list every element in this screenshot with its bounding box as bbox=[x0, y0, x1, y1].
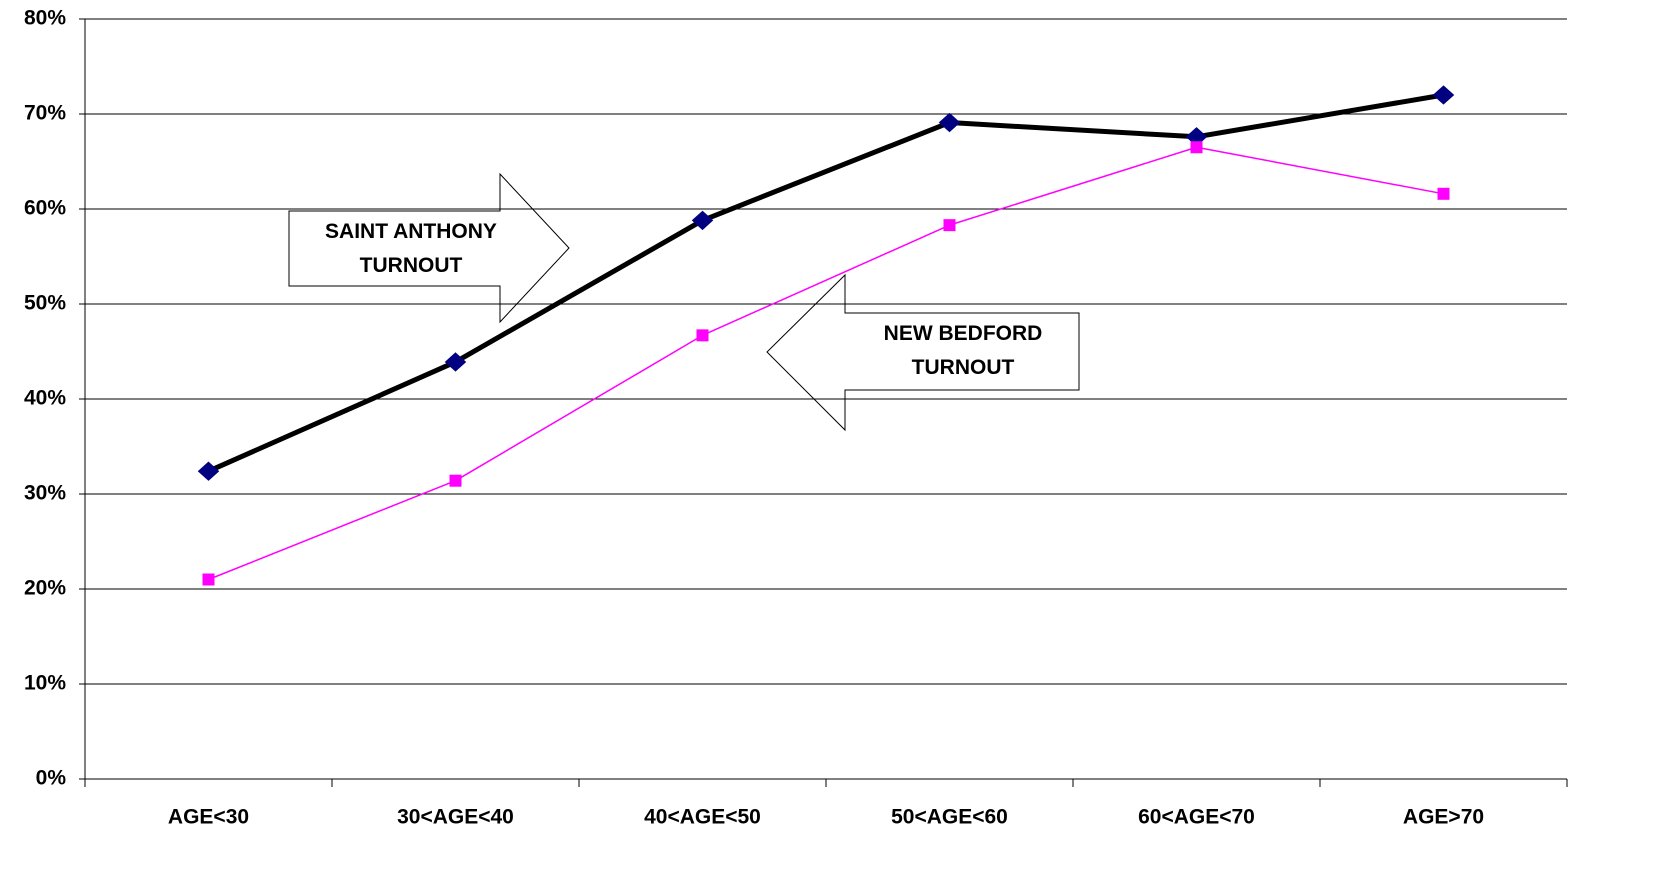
y-tick-label: 0% bbox=[36, 767, 67, 790]
y-tick-label: 70% bbox=[24, 102, 66, 125]
series-line bbox=[208, 146, 1444, 581]
marker bbox=[202, 573, 215, 586]
x-tick-label: 60<AGE<70 bbox=[1138, 806, 1255, 829]
callout-arrow bbox=[288, 172, 570, 324]
y-tick-label: 10% bbox=[24, 672, 66, 695]
marker bbox=[444, 352, 467, 372]
marker bbox=[1190, 141, 1203, 154]
marker bbox=[197, 461, 220, 481]
series-line bbox=[207, 92, 1444, 474]
y-tick-label: 80% bbox=[24, 7, 66, 30]
callout: NEW BEDFORD TURNOUT bbox=[883, 322, 1043, 379]
series-label: NEW BEDFORD TURNOUT bbox=[883, 322, 1043, 379]
marker bbox=[1432, 85, 1455, 105]
y-tick-label: 20% bbox=[24, 577, 66, 600]
y-tick-label: 60% bbox=[24, 197, 66, 220]
series-label: SAINT ANTHONY TURNOUT bbox=[325, 220, 497, 277]
marker bbox=[938, 112, 961, 133]
x-tick-label: 40<AGE<50 bbox=[644, 806, 761, 829]
grid bbox=[85, 18, 1567, 780]
callout: SAINT ANTHONY TURNOUT bbox=[325, 220, 497, 277]
marker bbox=[449, 474, 462, 487]
x-tick-label: AGE<30 bbox=[168, 806, 249, 829]
x-tick-label: AGE>70 bbox=[1403, 806, 1484, 829]
x-tick-label: 30<AGE<40 bbox=[397, 806, 514, 829]
marker bbox=[696, 329, 709, 342]
callout-arrow bbox=[766, 273, 1080, 432]
y-tick-label: 30% bbox=[24, 482, 66, 505]
y-tick-label: 50% bbox=[24, 292, 66, 315]
x-tick-label: 50<AGE<60 bbox=[891, 806, 1008, 829]
marker bbox=[1437, 187, 1450, 200]
y-tick-label: 40% bbox=[24, 387, 66, 410]
marker bbox=[691, 210, 714, 231]
marker bbox=[943, 219, 956, 232]
